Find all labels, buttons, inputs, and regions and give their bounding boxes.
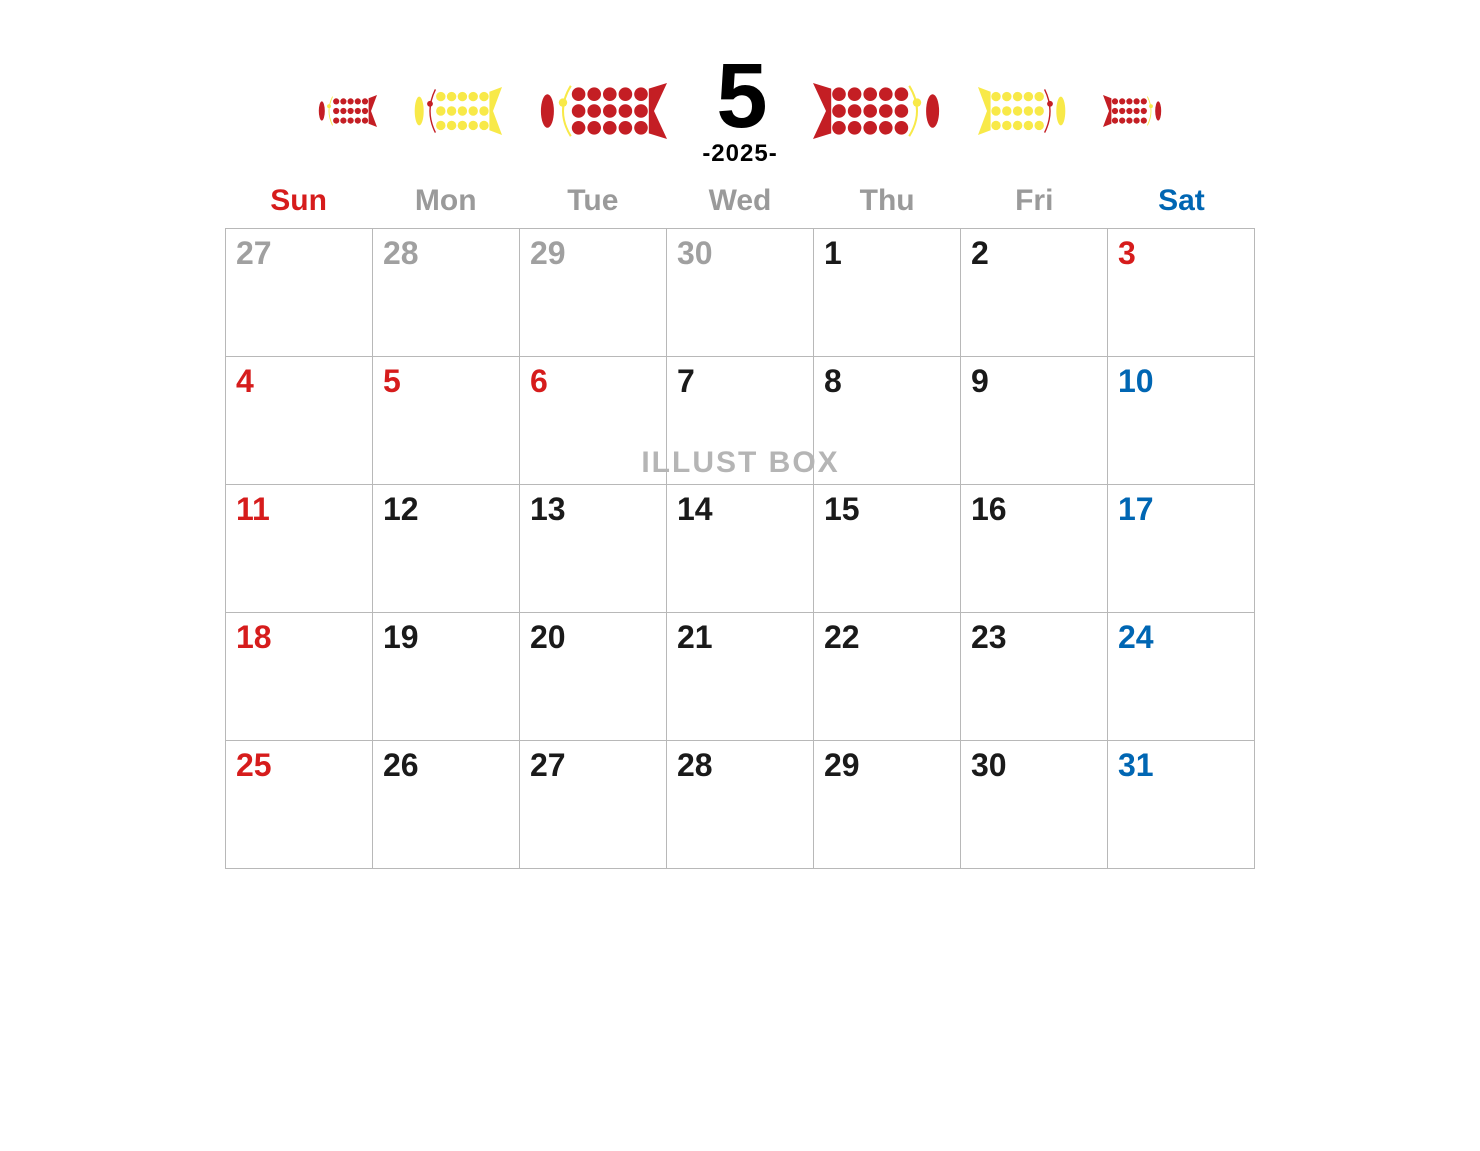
day-number: 1	[824, 235, 950, 272]
day-cell: 20	[520, 613, 667, 741]
day-cell: 28	[373, 229, 520, 357]
month-number: 5	[702, 55, 777, 138]
day-number: 29	[824, 747, 950, 784]
day-number: 12	[383, 491, 509, 528]
koinobori-icon	[412, 87, 502, 135]
weekday-header: Sat	[1108, 178, 1255, 228]
day-cell: 4	[226, 357, 373, 485]
weekday-header: Tue	[519, 178, 666, 228]
day-number: 22	[824, 619, 950, 656]
day-cell: 19	[373, 613, 520, 741]
day-cell: 29	[520, 229, 667, 357]
weekday-header: Sun	[225, 178, 372, 228]
day-cell: 5	[373, 357, 520, 485]
koinobori-icon	[537, 83, 667, 139]
day-cell: 29	[814, 741, 961, 869]
day-number: 26	[383, 747, 509, 784]
day-cell: 23	[961, 613, 1108, 741]
day-cell: 1	[814, 229, 961, 357]
calendar-grid: ILLUST BOX 27282930123456789101112131415…	[225, 228, 1255, 869]
weekday-header: Fri	[961, 178, 1108, 228]
day-number: 21	[677, 619, 803, 656]
weekday-header: Wed	[666, 178, 813, 228]
day-number: 31	[1118, 747, 1244, 784]
day-number: 24	[1118, 619, 1244, 656]
day-number: 16	[971, 491, 1097, 528]
calendar-container: 5 -2025- SunMonTueWedThuFriSat ILLUST BO…	[225, 0, 1255, 869]
day-number: 17	[1118, 491, 1244, 528]
day-cell: 22	[814, 613, 961, 741]
koinobori-icon	[317, 95, 377, 127]
day-number: 28	[677, 747, 803, 784]
day-cell: 15	[814, 485, 961, 613]
day-cell: 25	[226, 741, 373, 869]
calendar-header: 5 -2025-	[225, 55, 1255, 168]
koinobori-icon	[1103, 95, 1163, 127]
day-cell: 27	[226, 229, 373, 357]
day-cell: 31	[1108, 741, 1255, 869]
day-number: 7	[677, 363, 803, 400]
day-number: 10	[1118, 363, 1244, 400]
day-number: 15	[824, 491, 950, 528]
koinobori-icon	[412, 87, 502, 135]
day-cell: 30	[961, 741, 1108, 869]
day-cell: 13	[520, 485, 667, 613]
day-number: 4	[236, 363, 362, 400]
day-cell: 27	[520, 741, 667, 869]
day-cell: 6	[520, 357, 667, 485]
day-number: 2	[971, 235, 1097, 272]
day-number: 28	[383, 235, 509, 272]
koinobori-left-group	[317, 83, 667, 139]
month-block: 5 -2025-	[702, 55, 777, 168]
day-cell: 3	[1108, 229, 1255, 357]
day-number: 18	[236, 619, 362, 656]
day-cell: 8	[814, 357, 961, 485]
day-cell: 14	[667, 485, 814, 613]
day-cell: 28	[667, 741, 814, 869]
day-number: 5	[383, 363, 509, 400]
day-number: 27	[530, 747, 656, 784]
koinobori-icon	[1103, 95, 1163, 127]
day-cell: 11	[226, 485, 373, 613]
day-cell: 12	[373, 485, 520, 613]
day-cell: 2	[961, 229, 1108, 357]
day-number: 3	[1118, 235, 1244, 272]
koinobori-icon	[317, 95, 377, 127]
day-number: 29	[530, 235, 656, 272]
day-cell: 18	[226, 613, 373, 741]
day-cell: 17	[1108, 485, 1255, 613]
koinobori-right-group	[813, 83, 1163, 139]
day-cell: 7	[667, 357, 814, 485]
day-number: 14	[677, 491, 803, 528]
day-cell: 10	[1108, 357, 1255, 485]
koinobori-icon	[537, 83, 667, 139]
koinobori-icon	[978, 87, 1068, 135]
day-cell: 9	[961, 357, 1108, 485]
weekday-header: Mon	[372, 178, 519, 228]
koinobori-icon	[813, 83, 943, 139]
day-number: 30	[677, 235, 803, 272]
day-number: 20	[530, 619, 656, 656]
day-number: 19	[383, 619, 509, 656]
day-number: 30	[971, 747, 1097, 784]
day-number: 25	[236, 747, 362, 784]
day-cell: 24	[1108, 613, 1255, 741]
koinobori-icon	[978, 87, 1068, 135]
day-cell: 16	[961, 485, 1108, 613]
day-cell: 21	[667, 613, 814, 741]
day-number: 27	[236, 235, 362, 272]
weekday-row: SunMonTueWedThuFriSat	[225, 178, 1255, 228]
year-text: -2025-	[702, 140, 777, 168]
day-cell: 30	[667, 229, 814, 357]
day-number: 11	[236, 491, 362, 528]
day-number: 6	[530, 363, 656, 400]
day-number: 8	[824, 363, 950, 400]
day-number: 13	[530, 491, 656, 528]
weekday-header: Thu	[814, 178, 961, 228]
day-number: 23	[971, 619, 1097, 656]
day-cell: 26	[373, 741, 520, 869]
koinobori-icon	[813, 83, 943, 139]
day-number: 9	[971, 363, 1097, 400]
